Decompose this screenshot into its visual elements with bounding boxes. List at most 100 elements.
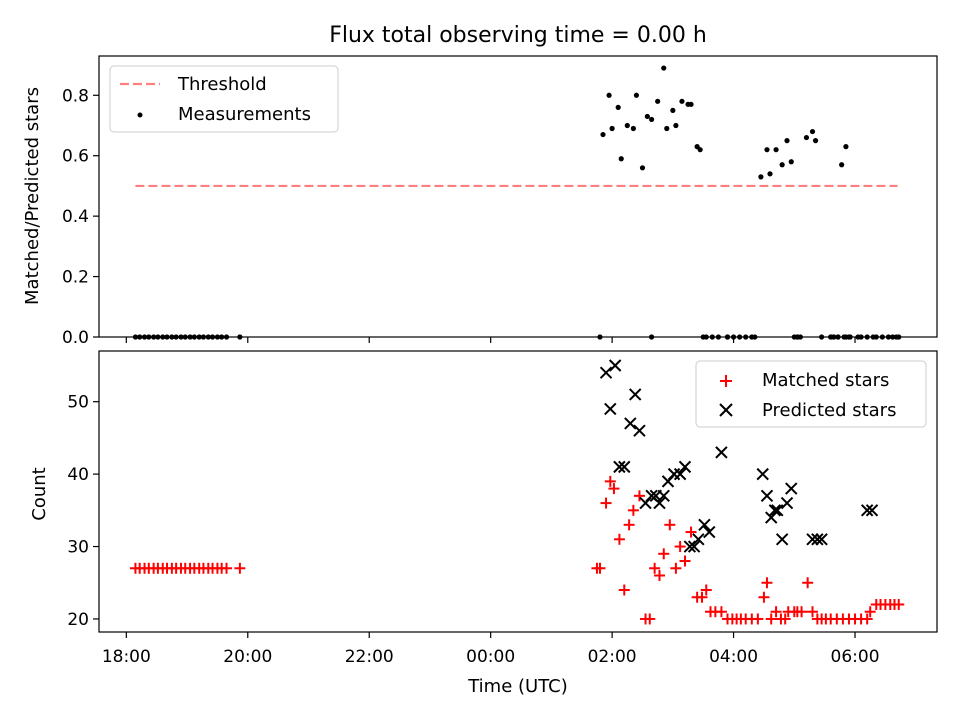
- predicted-star-point: [687, 540, 701, 553]
- top-y-tick-label: 0.8: [62, 86, 89, 106]
- measurement-point: [178, 334, 184, 340]
- measurement-point: [831, 334, 837, 340]
- matched-star-point: [658, 548, 670, 560]
- matched-star-point: [779, 613, 791, 625]
- predicted-star-point: [698, 518, 711, 532]
- bottom-y-tick-label: 30: [67, 538, 89, 558]
- matched-star-point: [623, 519, 635, 531]
- matched-star-point: [604, 475, 616, 487]
- top-y-axis-label: Matched/Predicted stars: [22, 87, 43, 305]
- measurement-point: [187, 334, 193, 340]
- measurement-point: [664, 125, 670, 132]
- matched-star-point: [613, 533, 625, 545]
- threshold-legend-label: Threshold: [177, 74, 267, 95]
- matched-star-point: [221, 562, 233, 574]
- predicted-star-point: [785, 482, 798, 495]
- measurement-point: [237, 334, 243, 340]
- matched-star-point: [674, 541, 686, 553]
- matched-star-point: [670, 562, 682, 574]
- bottom-x-tick-label: 06:00: [831, 647, 880, 667]
- predicted-star-point: [860, 504, 874, 517]
- x-marker-b: [780, 496, 794, 510]
- measurement-point: [600, 131, 606, 138]
- predicted-star-point: [673, 467, 687, 481]
- measurement-point: [724, 334, 731, 340]
- matched-star-point: [715, 606, 727, 618]
- matched-star-point: [802, 577, 814, 589]
- measurement-point: [819, 334, 825, 340]
- measurement-point: [803, 134, 810, 141]
- measurement-point: [141, 334, 148, 340]
- bottom-x-tick-label: 18:00: [102, 647, 151, 667]
- matched-star-point: [752, 613, 764, 625]
- measurement-point: [137, 334, 143, 340]
- measurement-point: [784, 138, 790, 144]
- measurement-point: [670, 107, 676, 113]
- bottom-legend-box: [695, 360, 927, 428]
- predicted-star-point: [780, 496, 794, 510]
- matched-star-point: [861, 613, 873, 625]
- measurement-point: [788, 159, 794, 165]
- measurement-point: [896, 334, 902, 340]
- x-marker-b: [604, 402, 617, 416]
- x-marker-b: [775, 533, 789, 546]
- measurement-point: [615, 104, 621, 110]
- measurement-point: [191, 334, 197, 340]
- x-marker-b: [860, 504, 874, 517]
- x-marker-b: [687, 540, 701, 553]
- x-marker-b: [618, 460, 631, 474]
- measurement-point: [214, 334, 221, 340]
- measurements-legend-swatch: [137, 112, 143, 118]
- measurement-point: [205, 334, 211, 340]
- top-y-tick-label: 0.6: [62, 147, 89, 167]
- x-marker-b: [715, 446, 728, 459]
- measurement-point: [219, 334, 225, 340]
- predicted-star-point: [771, 504, 784, 517]
- predicted-star-point: [657, 489, 670, 503]
- measurement-point: [730, 334, 737, 340]
- x-marker-b: [768, 504, 782, 517]
- matched-star-point: [770, 606, 782, 618]
- x-marker-b: [673, 467, 687, 481]
- bottom-y-tick-label: 20: [67, 610, 89, 630]
- measurement-point: [644, 113, 650, 120]
- matched-star-point: [600, 497, 612, 509]
- matched-star-point: [633, 490, 645, 502]
- predicted-star-point: [806, 533, 819, 546]
- measurement-point: [648, 334, 655, 340]
- x-marker-b: [698, 518, 711, 532]
- top-y-tick-label: 0.0: [62, 328, 89, 348]
- predicted-star-point: [703, 525, 716, 539]
- measurement-point: [606, 92, 612, 98]
- measurement-point: [697, 147, 703, 153]
- measurement-point: [655, 98, 661, 104]
- measurement-point: [639, 165, 646, 171]
- matched-star-point: [864, 606, 876, 618]
- measurement-point: [155, 334, 161, 340]
- measurement-point: [797, 334, 803, 340]
- measurement-point: [688, 101, 694, 107]
- matched-star-point: [696, 591, 708, 603]
- matched-star-point: [649, 562, 661, 574]
- measurement-point: [764, 147, 770, 153]
- measurement-point: [715, 334, 721, 340]
- matched-star-point: [761, 577, 773, 589]
- x-marker-b: [608, 359, 622, 372]
- bottom-x-tick-label: 22:00: [345, 647, 394, 667]
- x-axis-label: Time (UTC): [467, 676, 568, 697]
- predicted-star-point: [628, 388, 642, 401]
- measurement-point: [633, 92, 640, 98]
- x-marker-b: [785, 482, 798, 495]
- predicted-star-point: [618, 460, 631, 474]
- bottom-legend: Matched stars Predicted stars: [695, 360, 927, 428]
- predicted-star-point: [604, 402, 617, 416]
- predicted-star-point: [608, 359, 622, 372]
- measurement-point: [630, 125, 636, 132]
- bottom-plot: 20 30 40 50 18:00 20:00 22:00 00:00 02:00 04:00 06…: [67, 350, 938, 667]
- predicted-star-point: [815, 533, 828, 546]
- matched-star-point: [765, 613, 777, 625]
- measurement-point: [858, 334, 864, 340]
- x-marker-b: [692, 533, 705, 546]
- bottom-x-tick-label: 00:00: [466, 647, 515, 667]
